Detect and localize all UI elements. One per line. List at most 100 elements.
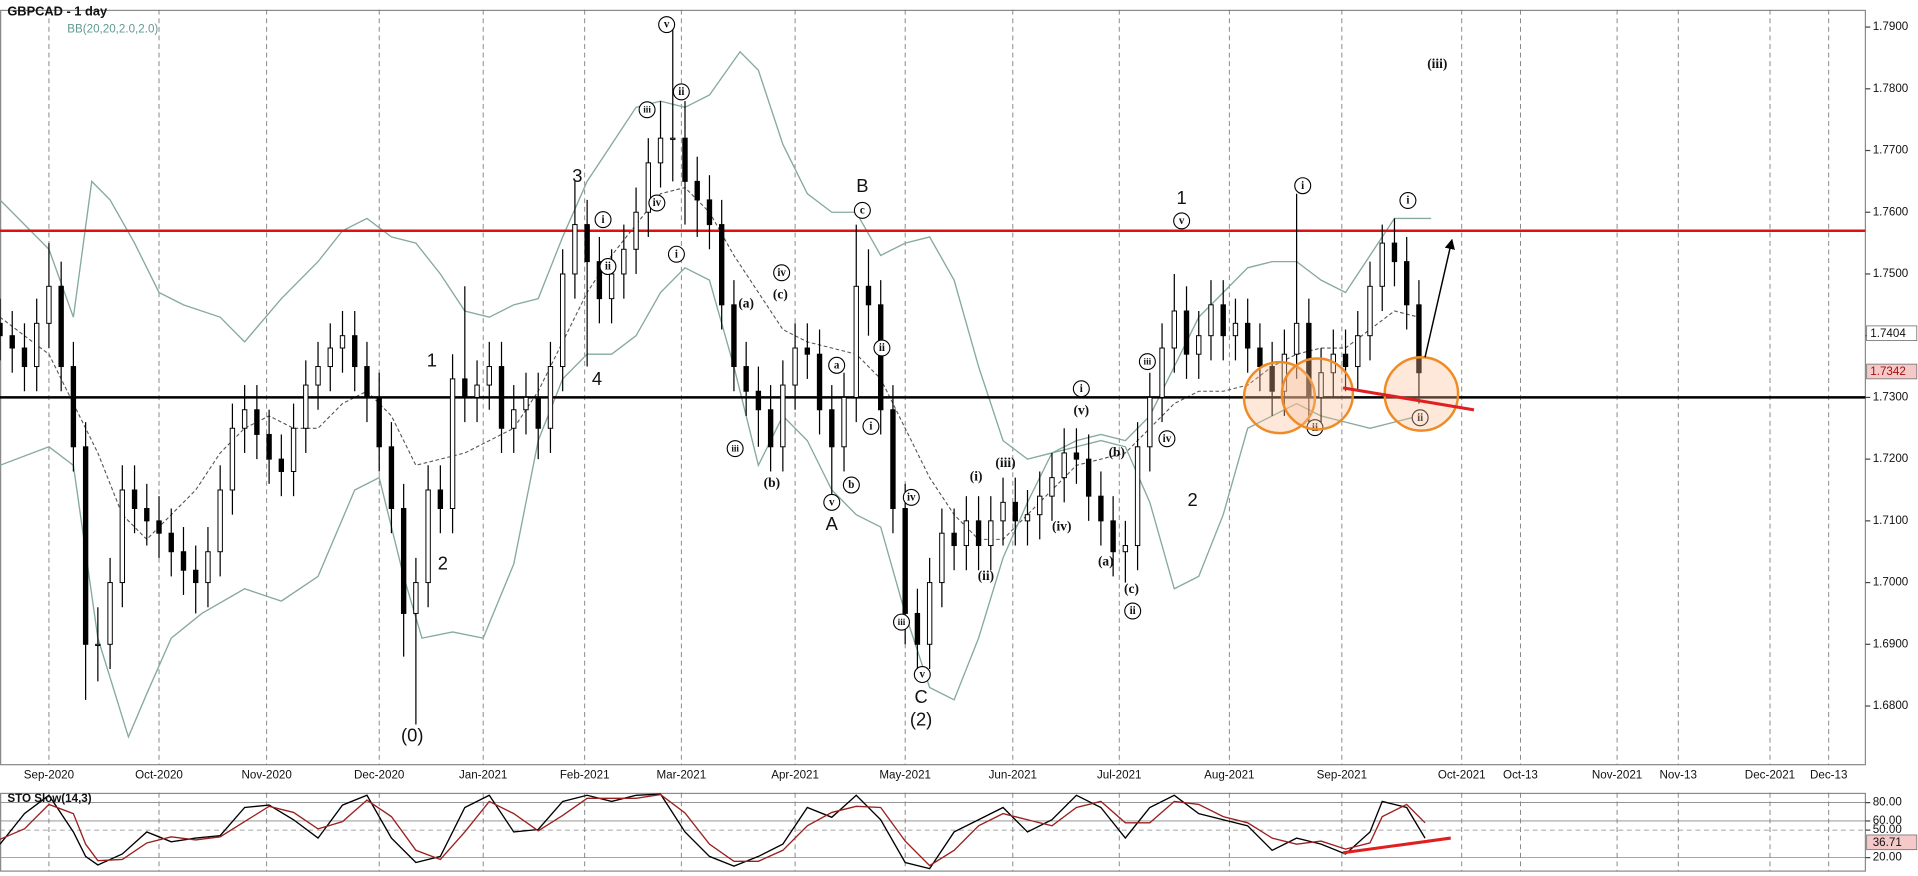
- stochastic-panel: [0, 792, 1867, 872]
- candle-body: [608, 273, 615, 300]
- candle-body: [1147, 396, 1153, 448]
- candle-body: [511, 409, 517, 429]
- candle-body: [364, 366, 370, 398]
- wave-label-circle: [842, 476, 860, 494]
- candle-body: [865, 285, 872, 306]
- wave-label: i: [602, 214, 605, 226]
- wave-label: (a): [738, 295, 754, 310]
- wave-label: ii: [1312, 422, 1318, 434]
- y-tick-label: 1.6900: [1873, 637, 1909, 650]
- candle-body: [168, 532, 174, 553]
- candle-body: [1208, 304, 1214, 337]
- wave-label: i: [1406, 195, 1409, 207]
- candle-body: [1404, 261, 1410, 306]
- candle-body: [939, 532, 945, 584]
- x-tick-label: Apr-2021: [771, 769, 819, 782]
- candle-body: [975, 520, 982, 547]
- candle-body: [682, 137, 688, 182]
- candle-body: [645, 162, 651, 213]
- wave-label: 1: [427, 349, 437, 370]
- y-tick-label: 1.7300: [1873, 390, 1909, 403]
- wave-label-circle: [1072, 380, 1090, 398]
- candle-body: [719, 224, 725, 306]
- projection-arrow: [1424, 238, 1455, 358]
- wave-label-circle: [599, 258, 617, 276]
- wave-label: iii: [898, 617, 906, 627]
- candle-body: [107, 582, 113, 645]
- wave-label: C: [914, 686, 927, 707]
- candle-body: [1244, 322, 1251, 349]
- candle-body: [425, 489, 431, 584]
- wave-label: i: [869, 421, 872, 433]
- candle-body: [1416, 304, 1422, 374]
- wave-label: ii: [678, 86, 684, 98]
- candle-body: [694, 180, 700, 201]
- x-tick-label: Nov-13: [1660, 769, 1697, 782]
- candle-body: [988, 520, 994, 547]
- candle-body: [474, 384, 480, 398]
- candle-body: [339, 335, 346, 349]
- trend-line: [1342, 836, 1451, 855]
- candle-body: [437, 489, 444, 510]
- wave-label: 3: [572, 165, 582, 186]
- candle-body: [1134, 446, 1141, 547]
- wave-label: (b): [1109, 445, 1125, 460]
- highlight-circle: [1280, 357, 1355, 431]
- candle-body: [1037, 495, 1043, 516]
- candle-body: [1257, 347, 1263, 368]
- wave-label: (2): [910, 709, 932, 730]
- candle-body: [890, 409, 896, 510]
- y-tick-label: 1.7000: [1873, 576, 1909, 589]
- trend-line: [1342, 386, 1475, 412]
- wave-label: 5: [662, 0, 672, 12]
- wave-label-circle: [1294, 177, 1312, 195]
- candle-body: [1183, 310, 1190, 355]
- candle-body: [46, 285, 52, 324]
- x-tick-label: Dec-13: [1810, 769, 1847, 782]
- wave-label: iv: [777, 267, 786, 279]
- candle-body: [278, 458, 285, 472]
- x-tick-label: Dec-2020: [354, 769, 404, 782]
- x-tick-label: Aug-2021: [1204, 769, 1254, 782]
- wave-label: ii: [1417, 412, 1423, 424]
- wave-label-circle: [913, 666, 931, 684]
- candle-body: [388, 446, 395, 510]
- y-tick-label: 1.7600: [1873, 205, 1909, 218]
- candle-body: [498, 366, 505, 429]
- candle-body: [1049, 477, 1055, 497]
- candle-body: [743, 366, 749, 392]
- series-line: [0, 266, 1420, 739]
- x-tick-label: Jun-2021: [989, 769, 1037, 782]
- candle-body: [70, 366, 77, 448]
- candle-body: [241, 409, 248, 429]
- candle-body: [1012, 501, 1018, 522]
- x-tick-label: Oct-2020: [135, 769, 183, 782]
- candle-body: [462, 378, 468, 398]
- y-tick-label: 60.00: [1873, 814, 1902, 827]
- candle-body: [58, 285, 64, 368]
- y-tick-label: 1.7700: [1873, 144, 1909, 157]
- wave-label: v: [664, 19, 670, 31]
- candle-body: [1293, 322, 1300, 355]
- candle-body: [572, 224, 578, 275]
- candle-body: [1073, 452, 1080, 460]
- wave-label: (i): [970, 469, 983, 484]
- wave-label: iv: [907, 492, 916, 504]
- candle-body: [156, 520, 162, 534]
- wave-label-circle: [1158, 430, 1176, 448]
- wave-label: (iii): [1427, 56, 1447, 71]
- y-tick-label: 1.7900: [1873, 20, 1909, 33]
- candle-body: [217, 489, 223, 553]
- candle-body: [144, 508, 150, 522]
- wave-label: b: [848, 479, 854, 491]
- wave-label-circle: [1138, 353, 1156, 371]
- wave-label: A: [826, 513, 839, 534]
- candle-body: [327, 347, 333, 368]
- highlight-circle: [1383, 356, 1460, 432]
- stochastic-layer: [0, 793, 1426, 870]
- candle-body: [731, 304, 737, 368]
- y-tick-label: 1.6800: [1873, 699, 1909, 712]
- candle-body: [1196, 335, 1202, 355]
